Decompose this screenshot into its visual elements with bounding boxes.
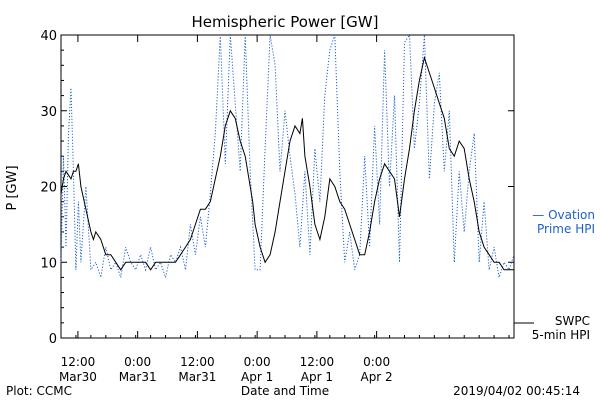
y-tick-label: 0 <box>49 332 57 347</box>
x-tick-date-label: Apr 2 <box>360 370 392 384</box>
x-tick-time-label: 0:00 <box>363 355 390 369</box>
x-tick-time-label: 0:00 <box>244 355 271 369</box>
legend-swpc-line1: SWPC <box>555 314 590 328</box>
y-tick-label: 30 <box>40 105 57 120</box>
legend-ovation-line1: — Ovation <box>532 208 595 222</box>
y-axis-label: P [GW] <box>5 165 20 210</box>
x-tick-time-label: 12:00 <box>300 355 335 369</box>
y-tick-label: 10 <box>40 256 57 271</box>
x-tick-time-label: 0:00 <box>124 355 151 369</box>
x-tick-date-label: Apr 1 <box>241 370 273 384</box>
x-axis-label: Date and Time <box>241 384 329 398</box>
x-tick-time-label: 12:00 <box>180 355 215 369</box>
footer-plot-credit: Plot: CCMC <box>6 384 72 398</box>
x-tick-date-label: Mar31 <box>119 370 157 384</box>
y-tick-label: 40 <box>40 29 57 44</box>
footer-timestamp: 2019/04/02 00:45:14 <box>453 384 580 398</box>
ovation-prime-series-line <box>60 33 515 280</box>
y-tick-label: 20 <box>40 181 57 196</box>
chart-title: Hemispheric Power [GW] <box>192 13 379 31</box>
x-tick-date-label: Apr 1 <box>301 370 333 384</box>
x-tick-date-label: Mar31 <box>178 370 216 384</box>
plot-frame <box>60 34 515 339</box>
legend-ovation-line2: Prime HPI <box>537 222 595 236</box>
swpc-hpi-series-line <box>60 55 514 271</box>
legend-swpc-line2: 5-min HPI <box>532 328 590 342</box>
x-tick-date-label: Mar30 <box>59 370 97 384</box>
x-tick-time-label: 12:00 <box>61 355 96 369</box>
